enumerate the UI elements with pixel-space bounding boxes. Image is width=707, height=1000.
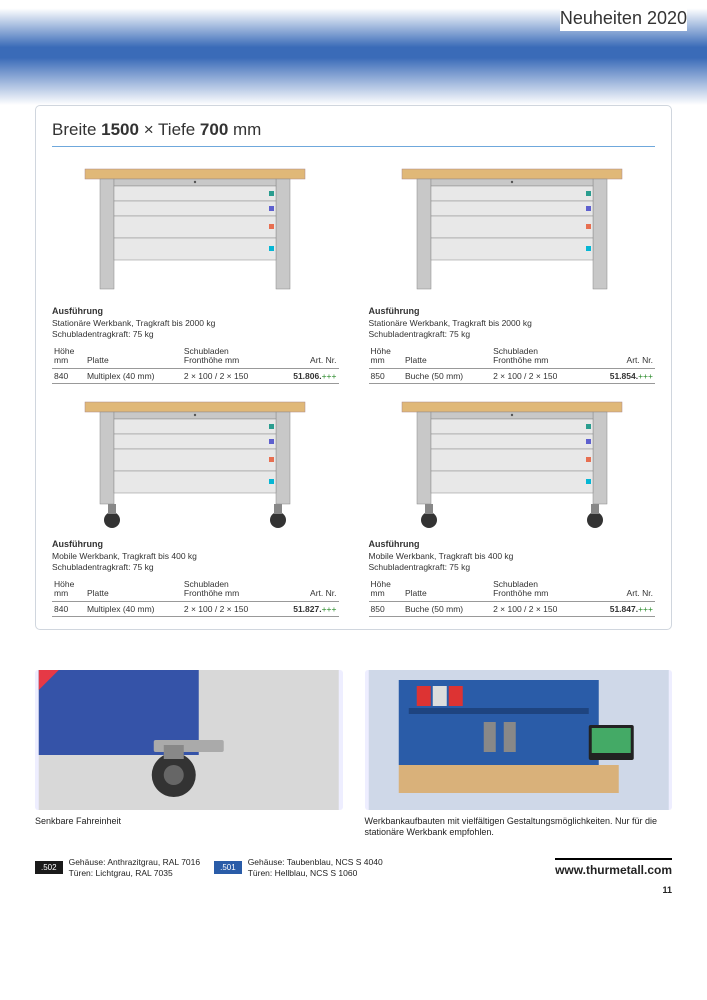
spec-line-1: Mobile Werkbank, Tragkraft bis 400 kg [52,551,339,562]
spec-table: Höhemm Platte SchubladenFronthöhe mm Art… [52,579,339,617]
spec-line-2: Schubladentragkraft: 75 kg [52,329,339,340]
badge-502-l2: Türen: Lichtgrau, RAL 7035 [69,868,201,879]
col-hoehe: Höhemm [369,346,404,368]
cell-schub: 2 × 100 / 2 × 150 [182,601,275,616]
col-artnr: Art. Nr. [588,346,655,368]
col-platte: Platte [403,579,491,601]
cell-schub: 2 × 100 / 2 × 150 [182,368,275,383]
table-row: 840 Multiplex (40 mm) 2 × 100 / 2 × 150 … [52,368,339,383]
badge-info-501: Gehäuse: Taubenblau, NCS S 4040 Türen: H… [248,857,383,879]
col-artnr: Art. Nr. [274,346,338,368]
spec-title: Ausführung [369,539,656,549]
col-platte: Platte [85,346,182,368]
spec-line-1: Stationäre Werkbank, Tragkraft bis 2000 … [52,318,339,329]
product-panel: Breite 1500 × Tiefe 700 mm Ausführung Sta… [35,105,672,630]
col-schubladen: SchubladenFronthöhe mm [491,579,588,601]
spec-line-2: Schubladentragkraft: 75 kg [52,562,339,573]
col-schubladen: SchubladenFronthöhe mm [491,346,588,368]
photo-caption-1: Senkbare Fahreinheit [35,816,343,828]
cell-platte: Multiplex (40 mm) [85,368,182,383]
badge-code-502: .502 [35,861,63,874]
col-schubladen: SchubladenFronthöhe mm [182,346,275,368]
cell-art: 51.854.+++ [588,368,655,383]
spec-title: Ausführung [52,306,339,316]
col-platte: Platte [403,346,491,368]
cell-hoehe: 840 [52,368,85,383]
photo-2 [365,670,673,810]
header-title: Neuheiten 2020 [560,6,687,31]
badge-code-501: .501 [214,861,242,874]
col-hoehe: Höhemm [52,346,85,368]
cell-hoehe: 840 [52,601,85,616]
page-number: 11 [35,885,672,895]
cell-platte: Multiplex (40 mm) [85,601,182,616]
badge-501-l2: Türen: Hellblau, NCS S 1060 [248,868,383,879]
col-artnr: Art. Nr. [588,579,655,601]
badge-info-502: Gehäuse: Anthrazitgrau, RAL 7016 Türen: … [69,857,201,879]
spec-table: Höhemm Platte SchubladenFronthöhe mm Art… [369,346,656,384]
spec-line-2: Schubladentragkraft: 75 kg [369,562,656,573]
dimension-title: Breite 1500 × Tiefe 700 mm [52,120,655,147]
photo-card-2: Werkbankaufbauten mit vielfältigen Gesta… [365,670,673,839]
product-cell-1: Ausführung Stationäre Werkbank, Tragkraft… [369,161,656,384]
photo-card-1: Senkbare Fahreinheit [35,670,343,839]
footer: .502 Gehäuse: Anthrazitgrau, RAL 7016 Tü… [35,857,672,879]
badge-501-l1: Gehäuse: Taubenblau, NCS S 4040 [248,857,383,868]
dim-depth: 700 [200,120,228,139]
cell-hoehe: 850 [369,601,404,616]
photo-row: Senkbare Fahreinheit Werkbankaufbauten m… [35,670,672,839]
spec-line-1: Mobile Werkbank, Tragkraft bis 400 kg [369,551,656,562]
photo-caption-2: Werkbankaufbauten mit vielfältigen Gesta… [365,816,673,839]
spec-table: Höhemm Platte SchubladenFronthöhe mm Art… [52,346,339,384]
dim-mid: × Tiefe [139,120,200,139]
cell-art: 51.806.+++ [274,368,338,383]
color-badge-502: .502 Gehäuse: Anthrazitgrau, RAL 7016 Tü… [35,857,200,879]
col-artnr: Art. Nr. [274,579,338,601]
spec-line-1: Stationäre Werkbank, Tragkraft bis 2000 … [369,318,656,329]
cell-schub: 2 × 100 / 2 × 150 [491,601,588,616]
cell-art: 51.827.+++ [274,601,338,616]
product-cell-3: Ausführung Mobile Werkbank, Tragkraft bis… [369,394,656,617]
cell-art: 51.847.+++ [588,601,655,616]
col-schubladen: SchubladenFronthöhe mm [182,579,275,601]
spec-title: Ausführung [52,539,339,549]
cell-platte: Buche (50 mm) [403,368,491,383]
table-row: 840 Multiplex (40 mm) 2 × 100 / 2 × 150 … [52,601,339,616]
table-row: 850 Buche (50 mm) 2 × 100 / 2 × 150 51.8… [369,601,656,616]
color-badge-501: .501 Gehäuse: Taubenblau, NCS S 4040 Tür… [214,857,383,879]
product-cell-0: Ausführung Stationäre Werkbank, Tragkraft… [52,161,339,384]
cell-platte: Buche (50 mm) [403,601,491,616]
table-row: 850 Buche (50 mm) 2 × 100 / 2 × 150 51.8… [369,368,656,383]
spec-table: Höhemm Platte SchubladenFronthöhe mm Art… [369,579,656,617]
cell-hoehe: 850 [369,368,404,383]
footer-url: www.thurmetall.com [555,858,672,877]
spec-line-2: Schubladentragkraft: 75 kg [369,329,656,340]
photo-1 [35,670,343,810]
col-platte: Platte [85,579,182,601]
dim-unit: mm [228,120,261,139]
dim-prefix: Breite [52,120,101,139]
col-hoehe: Höhemm [369,579,404,601]
cell-schub: 2 × 100 / 2 × 150 [491,368,588,383]
product-cell-2: Ausführung Mobile Werkbank, Tragkraft bis… [52,394,339,617]
badge-502-l1: Gehäuse: Anthrazitgrau, RAL 7016 [69,857,201,868]
page-header: Neuheiten 2020 [0,0,707,105]
spec-title: Ausführung [369,306,656,316]
product-grid: Ausführung Stationäre Werkbank, Tragkraft… [52,161,655,617]
dim-width: 1500 [101,120,139,139]
col-hoehe: Höhemm [52,579,85,601]
